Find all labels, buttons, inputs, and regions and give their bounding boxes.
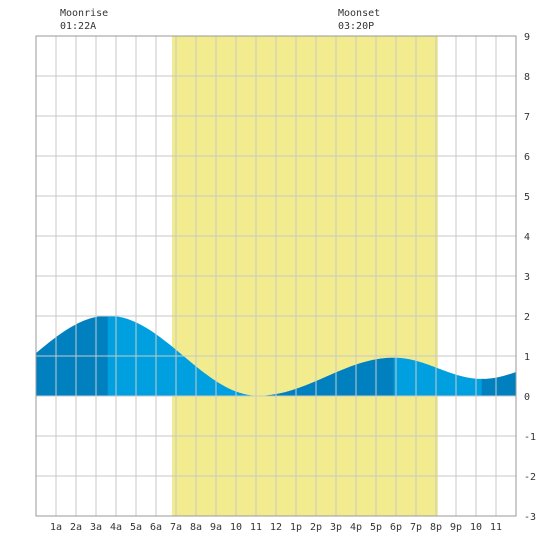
x-tick-label: 3p <box>330 522 342 533</box>
rising-tide-area <box>481 371 517 397</box>
x-tick-label: 5p <box>370 522 382 533</box>
x-tick-label: 9a <box>210 522 222 533</box>
moonset-time: 03:20P <box>338 21 374 32</box>
x-tick-label: 5a <box>130 522 142 533</box>
x-tick-label: 11 <box>250 522 262 533</box>
x-tick-label: 6p <box>390 522 402 533</box>
moonset-label: Moonset <box>338 8 380 19</box>
y-tick-label: 3 <box>524 272 530 283</box>
x-tick-label: 1p <box>290 522 302 533</box>
x-tick-labels: 1a 2a 3a 4a 5a 6a 7a 8a 9a 10 11 12 1p 2p 3p 4p 5p 6p 7p 8p… <box>50 522 502 533</box>
x-tick-label: 11 <box>490 522 502 533</box>
moonrise-label: Moonrise <box>60 8 108 19</box>
y-tick-label: 2 <box>524 312 530 323</box>
x-tick-label: 3a <box>90 522 102 533</box>
x-tick-label: 7p <box>410 522 422 533</box>
x-tick-label: 10 <box>470 522 482 533</box>
y-tick-labels: -3 -2 -1 0 1 2 3 4 5 6 7 8 9 <box>524 32 536 523</box>
x-tick-label: 10 <box>230 522 242 533</box>
x-tick-label: 6a <box>150 522 162 533</box>
y-tick-label: -2 <box>524 472 536 483</box>
x-tick-label: 8a <box>190 522 202 533</box>
y-tick-label: -1 <box>524 432 536 443</box>
y-tick-label: -3 <box>524 512 536 523</box>
x-tick-label: 2p <box>310 522 322 533</box>
rising-tide-area <box>257 357 395 397</box>
x-tick-label: 8p <box>430 522 442 533</box>
plot-border <box>35 35 517 517</box>
y-tick-label: 0 <box>524 392 530 403</box>
x-tick-label: 9p <box>450 522 462 533</box>
grid-lines <box>36 36 516 516</box>
x-tick-label: 7a <box>170 522 182 533</box>
x-tick-label: 12 <box>270 522 282 533</box>
x-tick-label: 2a <box>70 522 82 533</box>
y-tick-label: 1 <box>524 352 530 363</box>
y-tick-label: 5 <box>524 192 530 203</box>
x-tick-label: 4a <box>110 522 122 533</box>
x-tick-label: 4p <box>350 522 362 533</box>
y-tick-label: 6 <box>524 152 530 163</box>
y-tick-label: 4 <box>524 232 530 243</box>
y-tick-label: 9 <box>524 32 530 43</box>
y-tick-label: 7 <box>524 112 530 123</box>
y-tick-label: 8 <box>524 72 530 83</box>
moonrise-time: 01:22A <box>60 21 96 32</box>
x-tick-label: 1a <box>50 522 62 533</box>
